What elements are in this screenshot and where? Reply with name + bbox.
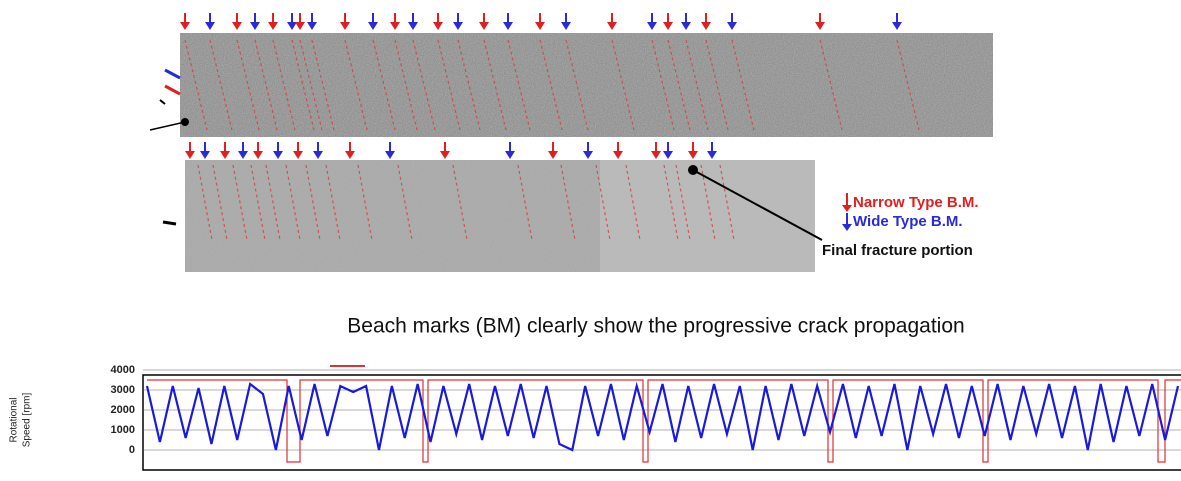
y-tick-label: 1000	[111, 424, 135, 436]
beach-mark	[325, 164, 341, 241]
beach-mark	[265, 164, 281, 241]
arrow-head	[340, 22, 350, 30]
arrow-head	[390, 22, 400, 30]
y-tick-label: 3000	[111, 384, 135, 396]
arrow-head	[287, 22, 297, 30]
arrow-head	[663, 151, 673, 159]
plot-frame	[142, 374, 1181, 471]
texture	[180, 33, 993, 137]
arrow-head	[535, 22, 545, 30]
beach-mark	[212, 164, 228, 241]
arrow-head	[651, 151, 661, 159]
beach-mark	[285, 164, 301, 241]
arrow-head	[647, 22, 657, 30]
arrow-head	[232, 22, 242, 30]
left-markers	[149, 68, 189, 226]
arrow-head	[613, 151, 623, 159]
arrow-head	[185, 151, 195, 159]
arrow-head	[180, 22, 190, 30]
caption: Beach marks (BM) clearly show the progre…	[347, 315, 964, 338]
arrow-head	[681, 22, 691, 30]
y-axis-label: Speed [rpm]	[22, 393, 33, 448]
arrow-head	[433, 22, 443, 30]
beach-mark	[700, 164, 716, 241]
annotation-pointer	[688, 165, 823, 241]
arrow-head	[663, 22, 673, 30]
arrow-head	[295, 22, 305, 30]
arrow-head	[453, 22, 463, 30]
legend-narrow: Narrow Type B.M.	[853, 194, 979, 211]
beach-mark	[357, 164, 373, 241]
annotation: Final fracture portion	[822, 242, 973, 259]
arrow-head	[892, 22, 902, 30]
arrow-head	[408, 22, 418, 30]
arrow-head	[561, 22, 571, 30]
arrow-head	[307, 22, 317, 30]
y-tick-label: 0	[129, 444, 135, 456]
speed-line	[145, 381, 1180, 452]
beach-mark	[197, 164, 213, 241]
arrow-head	[345, 151, 355, 159]
beach-mark	[305, 164, 321, 241]
arrow-head	[293, 151, 303, 159]
arrow-head	[238, 151, 248, 159]
arrow-head	[253, 151, 263, 159]
legend-wide: Wide Type B.M.	[853, 213, 963, 230]
arrow-head	[313, 151, 323, 159]
arrow-head	[583, 151, 593, 159]
arrow-head	[250, 22, 260, 30]
arrow-head	[205, 22, 215, 30]
beach-mark	[719, 164, 735, 241]
beach-mark	[452, 164, 468, 241]
arrows	[180, 13, 920, 241]
arrow-head	[220, 151, 230, 159]
arrow-head	[727, 22, 737, 30]
arrow-head	[707, 151, 717, 159]
arrow-head	[440, 151, 450, 159]
arrow-head	[273, 151, 283, 159]
beach-mark	[250, 164, 266, 241]
beach-mark	[517, 164, 533, 241]
arrow-head	[385, 151, 395, 159]
beach-mark	[397, 164, 413, 241]
legend: Narrow Type B.M. Wide Type B.M.	[842, 193, 979, 231]
beach-mark	[560, 164, 576, 241]
beach-mark	[595, 164, 611, 241]
chart: 0 1000 2000 3000 4000 Rotational Speed [rpm]	[9, 364, 1181, 471]
arrow-head	[815, 22, 825, 30]
arrow-head	[505, 151, 515, 159]
arrow-head	[688, 151, 698, 159]
beach-mark	[675, 164, 691, 241]
arrow-head	[479, 22, 489, 30]
beach-mark	[663, 164, 679, 241]
arrow-head	[268, 22, 278, 30]
arrow-head	[368, 22, 378, 30]
arrow-head	[607, 22, 617, 30]
arrow-head	[701, 22, 711, 30]
beach-mark	[232, 164, 248, 241]
control-envelope	[147, 379, 1181, 463]
y-axis-label: Rotational	[9, 397, 20, 442]
y-tick-label: 2000	[111, 404, 135, 416]
y-tick-label: 4000	[111, 364, 135, 376]
arrow-head	[548, 151, 558, 159]
beach-mark	[625, 164, 641, 241]
arrow-head	[503, 22, 513, 30]
arrow-head	[200, 151, 210, 159]
